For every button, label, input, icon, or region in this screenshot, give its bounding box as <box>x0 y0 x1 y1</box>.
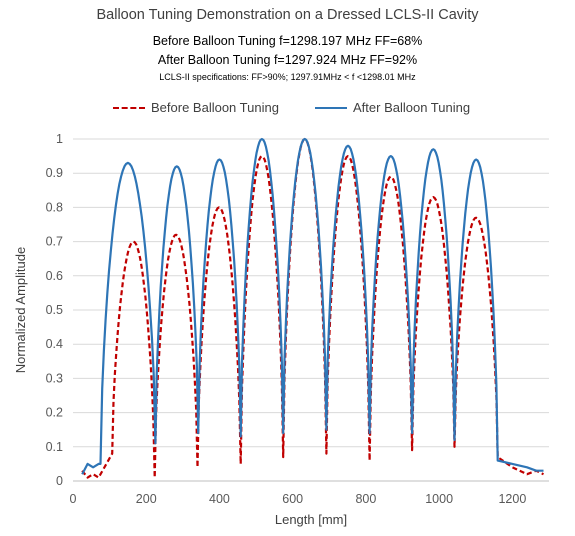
y-tick-label: 0.2 <box>46 406 63 420</box>
x-tick-label: 800 <box>355 492 376 506</box>
y-tick-label: 0.8 <box>46 200 63 214</box>
chart-subtitle-before: Before Balloon Tuning f=1298.197 MHz FF=… <box>152 34 423 48</box>
y-tick-label: 0.6 <box>46 269 63 283</box>
legend-item-after: After Balloon Tuning <box>315 100 470 115</box>
legend-swatch-before <box>113 106 145 109</box>
chart-specifications-note: LCLS-II specifications: FF>90%; 1297.91M… <box>159 72 416 82</box>
x-tick-label: 400 <box>209 492 230 506</box>
legend-label-after: After Balloon Tuning <box>353 100 471 115</box>
x-tick-label: 200 <box>136 492 157 506</box>
x-tick-label: 1200 <box>498 492 526 506</box>
y-axis-label: Normalized Amplitude <box>13 247 28 373</box>
y-tick-label: 0.9 <box>46 166 63 180</box>
y-tick-label: 0 <box>56 474 63 488</box>
chart-legend: Before Balloon Tuning After Balloon Tuni… <box>0 100 575 120</box>
y-tick-label: 0.7 <box>46 235 63 249</box>
y-tick-label: 1 <box>56 132 63 146</box>
tick-labels: 0 0.1 0.2 0.3 0.4 0.5 0.6 0.7 0.8 0.9 1 0 200 400 600 8… <box>46 132 527 506</box>
series-line-before-tuning <box>81 137 544 479</box>
x-tick-label: 1000 <box>425 492 453 506</box>
legend-item-before: Before Balloon Tuning <box>113 100 279 115</box>
y-tick-label: 0.3 <box>46 371 63 385</box>
gridlines <box>73 138 549 448</box>
y-tick-label: 0.4 <box>46 337 63 351</box>
x-tick-label: 600 <box>282 492 303 506</box>
x-tick-label: 0 <box>70 492 77 506</box>
y-tick-label: 0.1 <box>46 440 63 454</box>
chart-subtitle-after: After Balloon Tuning f=1297.924 MHz FF=9… <box>157 53 418 67</box>
chart-title: Balloon Tuning Demonstration on a Dresse… <box>96 7 479 23</box>
x-axis-label: Length [mm] <box>275 512 347 527</box>
y-tick-label: 0.5 <box>46 303 63 317</box>
legend-swatch-after <box>315 106 347 109</box>
legend-label-before: Before Balloon Tuning <box>151 100 279 115</box>
series-lines <box>81 137 544 479</box>
series-line-after-tuning <box>81 137 544 475</box>
